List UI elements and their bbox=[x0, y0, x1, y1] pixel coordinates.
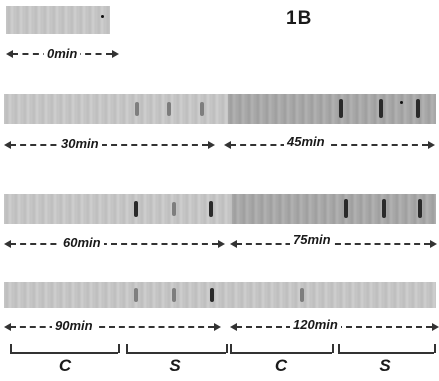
gel-band bbox=[134, 201, 138, 217]
bracket-tick bbox=[126, 344, 128, 353]
gel-band bbox=[209, 201, 213, 217]
time-label-0min: 0min bbox=[44, 47, 81, 61]
gel-band bbox=[416, 99, 420, 118]
arrow-left bbox=[6, 50, 13, 58]
bracket-tick bbox=[338, 344, 340, 353]
bracket-tick bbox=[332, 344, 334, 353]
lane-bracket-c2 bbox=[230, 352, 332, 354]
arrow-left bbox=[4, 240, 11, 248]
gel-band bbox=[300, 288, 304, 302]
lane-label-s1: S bbox=[169, 356, 181, 375]
time-label-120min: 120min bbox=[290, 318, 341, 332]
arrow-left bbox=[224, 141, 231, 149]
gel-band bbox=[172, 202, 176, 216]
gel-band bbox=[379, 99, 383, 118]
arrow-left bbox=[4, 323, 11, 331]
arrow-line bbox=[230, 144, 428, 146]
gel-strip-75min bbox=[232, 194, 436, 224]
arrow-right bbox=[428, 141, 435, 149]
lane-label-c2: C bbox=[274, 356, 288, 375]
gel-band bbox=[210, 288, 214, 302]
arrow-right bbox=[112, 50, 119, 58]
lane-bracket-s1 bbox=[126, 352, 226, 354]
arrow-left bbox=[4, 141, 11, 149]
gel-band bbox=[172, 288, 176, 302]
gel-band bbox=[418, 199, 422, 218]
gel-strip-0min bbox=[6, 6, 110, 34]
gel-band bbox=[382, 199, 386, 218]
gel-band bbox=[200, 102, 204, 116]
arrow-right bbox=[208, 141, 215, 149]
arrow-line bbox=[10, 144, 208, 146]
bracket-tick bbox=[434, 344, 436, 353]
arrow-right bbox=[430, 240, 437, 248]
gel-band bbox=[134, 288, 138, 302]
arrow-left bbox=[230, 323, 237, 331]
gel-band bbox=[167, 102, 171, 116]
gel-strip-45min bbox=[228, 94, 436, 124]
time-label-90min: 90min bbox=[52, 319, 96, 333]
bracket-tick bbox=[10, 344, 12, 353]
gel-band bbox=[135, 102, 139, 116]
gel-strip-120min bbox=[230, 282, 436, 308]
panel-label: 1B bbox=[286, 8, 313, 29]
gel-speck bbox=[101, 15, 104, 18]
bracket-tick bbox=[118, 344, 120, 353]
arrow-right bbox=[218, 240, 225, 248]
lane-label-s2: S bbox=[379, 356, 391, 375]
time-label-45min: 45min bbox=[284, 135, 328, 149]
time-label-75min: 75min bbox=[290, 233, 334, 247]
arrow-line bbox=[10, 326, 214, 328]
arrow-line bbox=[10, 243, 218, 245]
arrow-left bbox=[230, 240, 237, 248]
arrow-right bbox=[214, 323, 221, 331]
lane-bracket-s2 bbox=[338, 352, 434, 354]
time-label-60min: 60min bbox=[60, 236, 104, 250]
gel-speck bbox=[400, 101, 403, 104]
gel-strip-30min bbox=[4, 94, 228, 124]
gel-band bbox=[344, 199, 348, 218]
lane-bracket-c1 bbox=[10, 352, 118, 354]
gel-band bbox=[339, 99, 343, 118]
lane-label-c1: C bbox=[58, 356, 72, 375]
bracket-tick bbox=[230, 344, 232, 353]
gel-strip-60min bbox=[4, 194, 232, 224]
time-label-30min: 30min bbox=[58, 137, 102, 151]
bracket-tick bbox=[226, 344, 228, 353]
gel-strip-90min bbox=[4, 282, 230, 308]
arrow-right bbox=[432, 323, 439, 331]
